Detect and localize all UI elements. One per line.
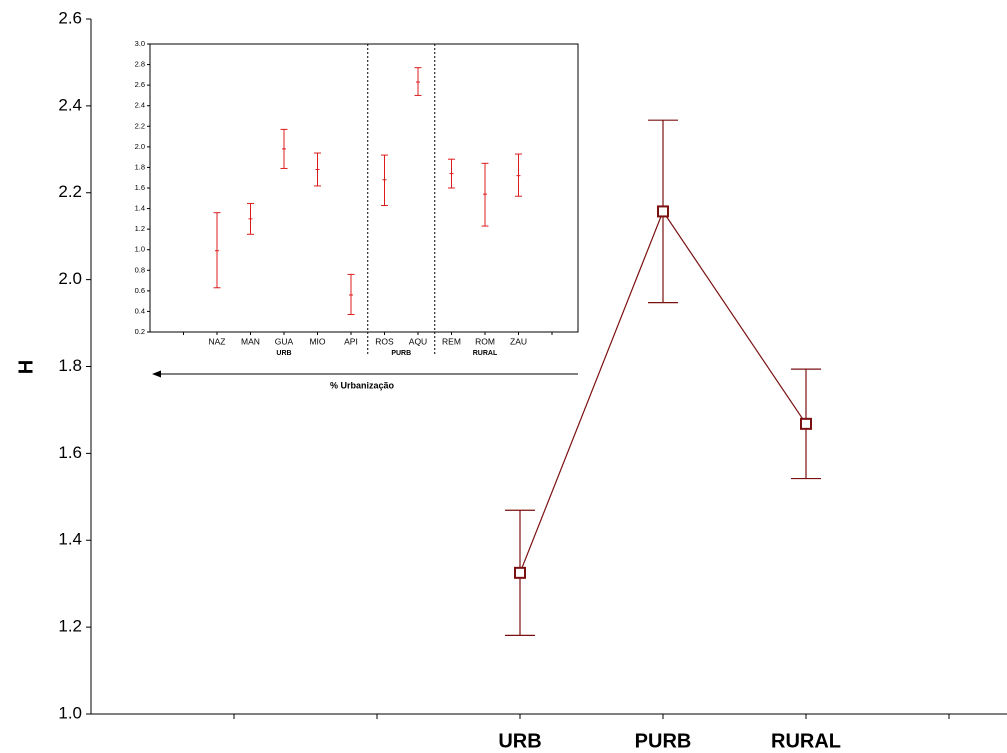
inset-y-tick-label: 3.0 (135, 39, 145, 48)
main-y-tick-label: 1.6 (58, 443, 82, 462)
inset-y-tick-label: 2.6 (135, 80, 145, 89)
inset-y-tick-label: 2.4 (135, 101, 145, 110)
inset-y-tick-label: 0.8 (135, 265, 145, 274)
inset-x-tick-label: ROM (475, 336, 495, 346)
inset-y-tick-label: 1.2 (135, 224, 145, 233)
inset-y-tick-label: 1.8 (135, 162, 145, 171)
inset-y-tick-label: 1.4 (135, 204, 145, 213)
main-y-axis-label: H (15, 360, 37, 374)
inset-x-ticks: NAZ MAN GUA MIO API ROS AQU REM ROM ZAU (183, 332, 553, 346)
inset-chart: 0.2 0.4 0.6 0.8 1.0 1.2 1.4 1.6 1.8 2.0 2.2 2.4 2.6 2… (135, 39, 579, 390)
main-y-tick-label: 1.4 (58, 530, 82, 549)
inset-group-label: URB (276, 350, 291, 357)
inset-x-tick-label: ZAU (510, 336, 527, 346)
main-y-tick-label: 1.2 (58, 617, 82, 636)
main-x-ticks: URB PURB RURAL (233, 714, 950, 752)
inset-y-tick-label: 0.6 (135, 286, 145, 295)
main-data-point (657, 205, 669, 218)
main-y-tick-label: 2.2 (58, 182, 82, 201)
inset-y-tick-label: 0.4 (135, 306, 145, 315)
inset-series (213, 67, 522, 316)
inset-y-ticks: 0.2 0.4 0.6 0.8 1.0 1.2 1.4 1.6 1.8 2.0 2.2 2.4 2.6 2… (135, 39, 150, 336)
inset-frame (149, 43, 579, 333)
inset-x-tick-label: AQU (409, 336, 427, 346)
inset-x-tick-label: ROS (375, 336, 394, 346)
urbanization-arrow-label: % Urbanização (330, 380, 395, 390)
inset-y-tick-label: 1.0 (135, 245, 145, 254)
main-series (505, 119, 821, 636)
main-y-tick-label: 1.0 (58, 703, 82, 722)
main-chart: H 1.0 1.2 1.4 1.6 1.8 2.0 2.2 2.4 2.6 URB PURB RUR… (15, 8, 1007, 752)
main-y-tick-label: 1.8 (58, 356, 82, 375)
main-y-ticks: 1.0 1.2 1.4 1.6 1.8 2.0 2.2 2.4 2.6 (58, 8, 91, 722)
inset-group-label: RURAL (473, 350, 498, 357)
main-x-tick-label: PURB (635, 730, 692, 752)
urbanization-arrowhead (152, 370, 161, 378)
main-y-tick-label: 2.6 (58, 8, 82, 27)
main-x-tick-label: RURAL (771, 730, 841, 752)
main-data-point (514, 566, 526, 579)
inset-group-dividers (367, 44, 436, 356)
inset-group-labels: URB PURB RURAL (276, 350, 498, 357)
inset-group-label: PURB (391, 350, 411, 357)
inset-x-tick-label: API (344, 336, 358, 346)
inset-y-tick-label: 0.2 (135, 327, 145, 336)
inset-y-tick-label: 2.0 (135, 142, 145, 151)
inset-y-tick-label: 2.2 (135, 121, 145, 130)
inset-y-tick-label: 2.8 (135, 60, 145, 69)
main-y-tick-label: 2.4 (58, 95, 82, 114)
inset-x-tick-label: NAZ (209, 336, 226, 346)
main-x-tick-label: URB (498, 730, 541, 752)
inset-x-tick-label: MIO (309, 336, 325, 346)
inset-x-tick-label: MAN (241, 336, 260, 346)
inset-x-tick-label: REM (442, 336, 461, 346)
main-data-point (800, 417, 812, 430)
main-y-tick-label: 2.0 (58, 269, 82, 288)
inset-y-tick-label: 1.6 (135, 183, 145, 192)
inset-x-tick-label: GUA (275, 336, 294, 346)
